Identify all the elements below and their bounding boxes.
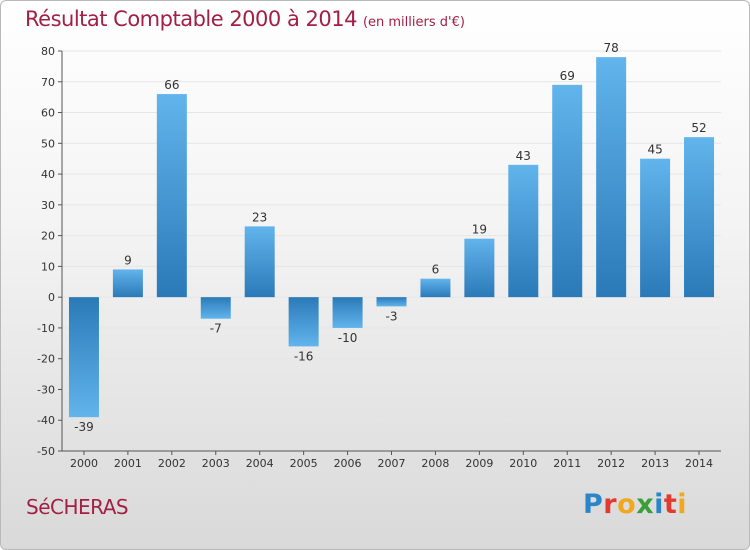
- proxiti-logo: Proxiti: [583, 489, 687, 520]
- x-tick-label: 2010: [509, 457, 537, 470]
- y-tick-label: -10: [37, 322, 55, 335]
- x-tick-label: 2000: [70, 457, 98, 470]
- data-label: 19: [472, 223, 487, 237]
- logo-letter: x: [636, 489, 655, 520]
- x-tick-label: 2007: [378, 457, 406, 470]
- bar: [552, 84, 583, 298]
- bar: [68, 297, 99, 418]
- logo-letter: t: [663, 489, 678, 520]
- y-tick-label: -50: [37, 445, 55, 458]
- x-tick-label: 2011: [553, 457, 581, 470]
- x-tick-label: 2012: [597, 457, 625, 470]
- chart-title: Résultat Comptable 2000 à 2014 (en millie…: [25, 7, 465, 31]
- bars: [68, 57, 715, 418]
- x-tick-label: 2006: [334, 457, 362, 470]
- y-tick-label: 60: [41, 107, 55, 120]
- logo-letter: P: [583, 489, 604, 520]
- bar: [596, 57, 627, 298]
- bar: [508, 164, 539, 298]
- y-tick-label: 20: [41, 230, 55, 243]
- y-tick-label: 70: [41, 76, 55, 89]
- x-tick-label: 2013: [641, 457, 669, 470]
- logo-letter: o: [617, 489, 637, 520]
- x-tick-label: 2003: [202, 457, 230, 470]
- x-tick-label: 2014: [685, 457, 713, 470]
- data-label: 45: [647, 143, 662, 157]
- data-label: 78: [604, 41, 619, 55]
- bar: [156, 94, 187, 298]
- data-label: 69: [560, 69, 575, 83]
- bar: [200, 297, 231, 319]
- city-name: SéCHERAS: [26, 495, 129, 519]
- y-tick-label: 50: [41, 137, 55, 150]
- data-labels: -39 9 66 -7 23 -16 -10 -3 6 19 43 69 78 45 52: [74, 41, 707, 434]
- data-label: 52: [691, 121, 706, 135]
- y-tick-label: -30: [37, 383, 55, 396]
- bar: [420, 278, 451, 298]
- y-tick-label: 0: [48, 291, 55, 304]
- x-tick-label: 2004: [246, 457, 274, 470]
- x-tick-label: 2005: [290, 457, 318, 470]
- data-label: 6: [432, 263, 440, 277]
- y-tick-label: 30: [41, 199, 55, 212]
- bar: [112, 269, 143, 298]
- data-label: -7: [210, 322, 222, 336]
- data-label: 43: [516, 149, 531, 163]
- data-label: 66: [164, 78, 179, 92]
- x-tick-label: 2002: [158, 457, 186, 470]
- logo-letter: i: [654, 489, 664, 520]
- logo-letter: r: [603, 489, 618, 520]
- y-tick-label: -20: [37, 353, 55, 366]
- y-tick-label: 80: [41, 45, 55, 58]
- data-label: 9: [124, 253, 132, 267]
- data-label: -39: [74, 420, 94, 434]
- bar: [244, 226, 275, 298]
- bar: [464, 238, 495, 298]
- data-label: -16: [294, 349, 314, 363]
- x-tick-label: 2008: [421, 457, 449, 470]
- y-tick-label: 10: [41, 260, 55, 273]
- x-tick-label: 2001: [114, 457, 142, 470]
- bar: [332, 297, 363, 328]
- chart-title-text: Résultat Comptable 2000 à 2014: [25, 7, 357, 31]
- y-tick-label: -40: [37, 414, 55, 427]
- bar: [288, 297, 319, 347]
- x-tick-label: 2009: [465, 457, 493, 470]
- data-label: 23: [252, 210, 267, 224]
- bar: [684, 137, 715, 298]
- bar: [376, 297, 407, 307]
- data-label: -3: [386, 309, 398, 323]
- bar: [640, 158, 671, 298]
- logo-letter: i: [677, 489, 688, 520]
- data-label: -10: [338, 331, 358, 345]
- chart-unit: (en milliers d'€): [362, 15, 465, 30]
- y-tick-label: 40: [41, 168, 55, 181]
